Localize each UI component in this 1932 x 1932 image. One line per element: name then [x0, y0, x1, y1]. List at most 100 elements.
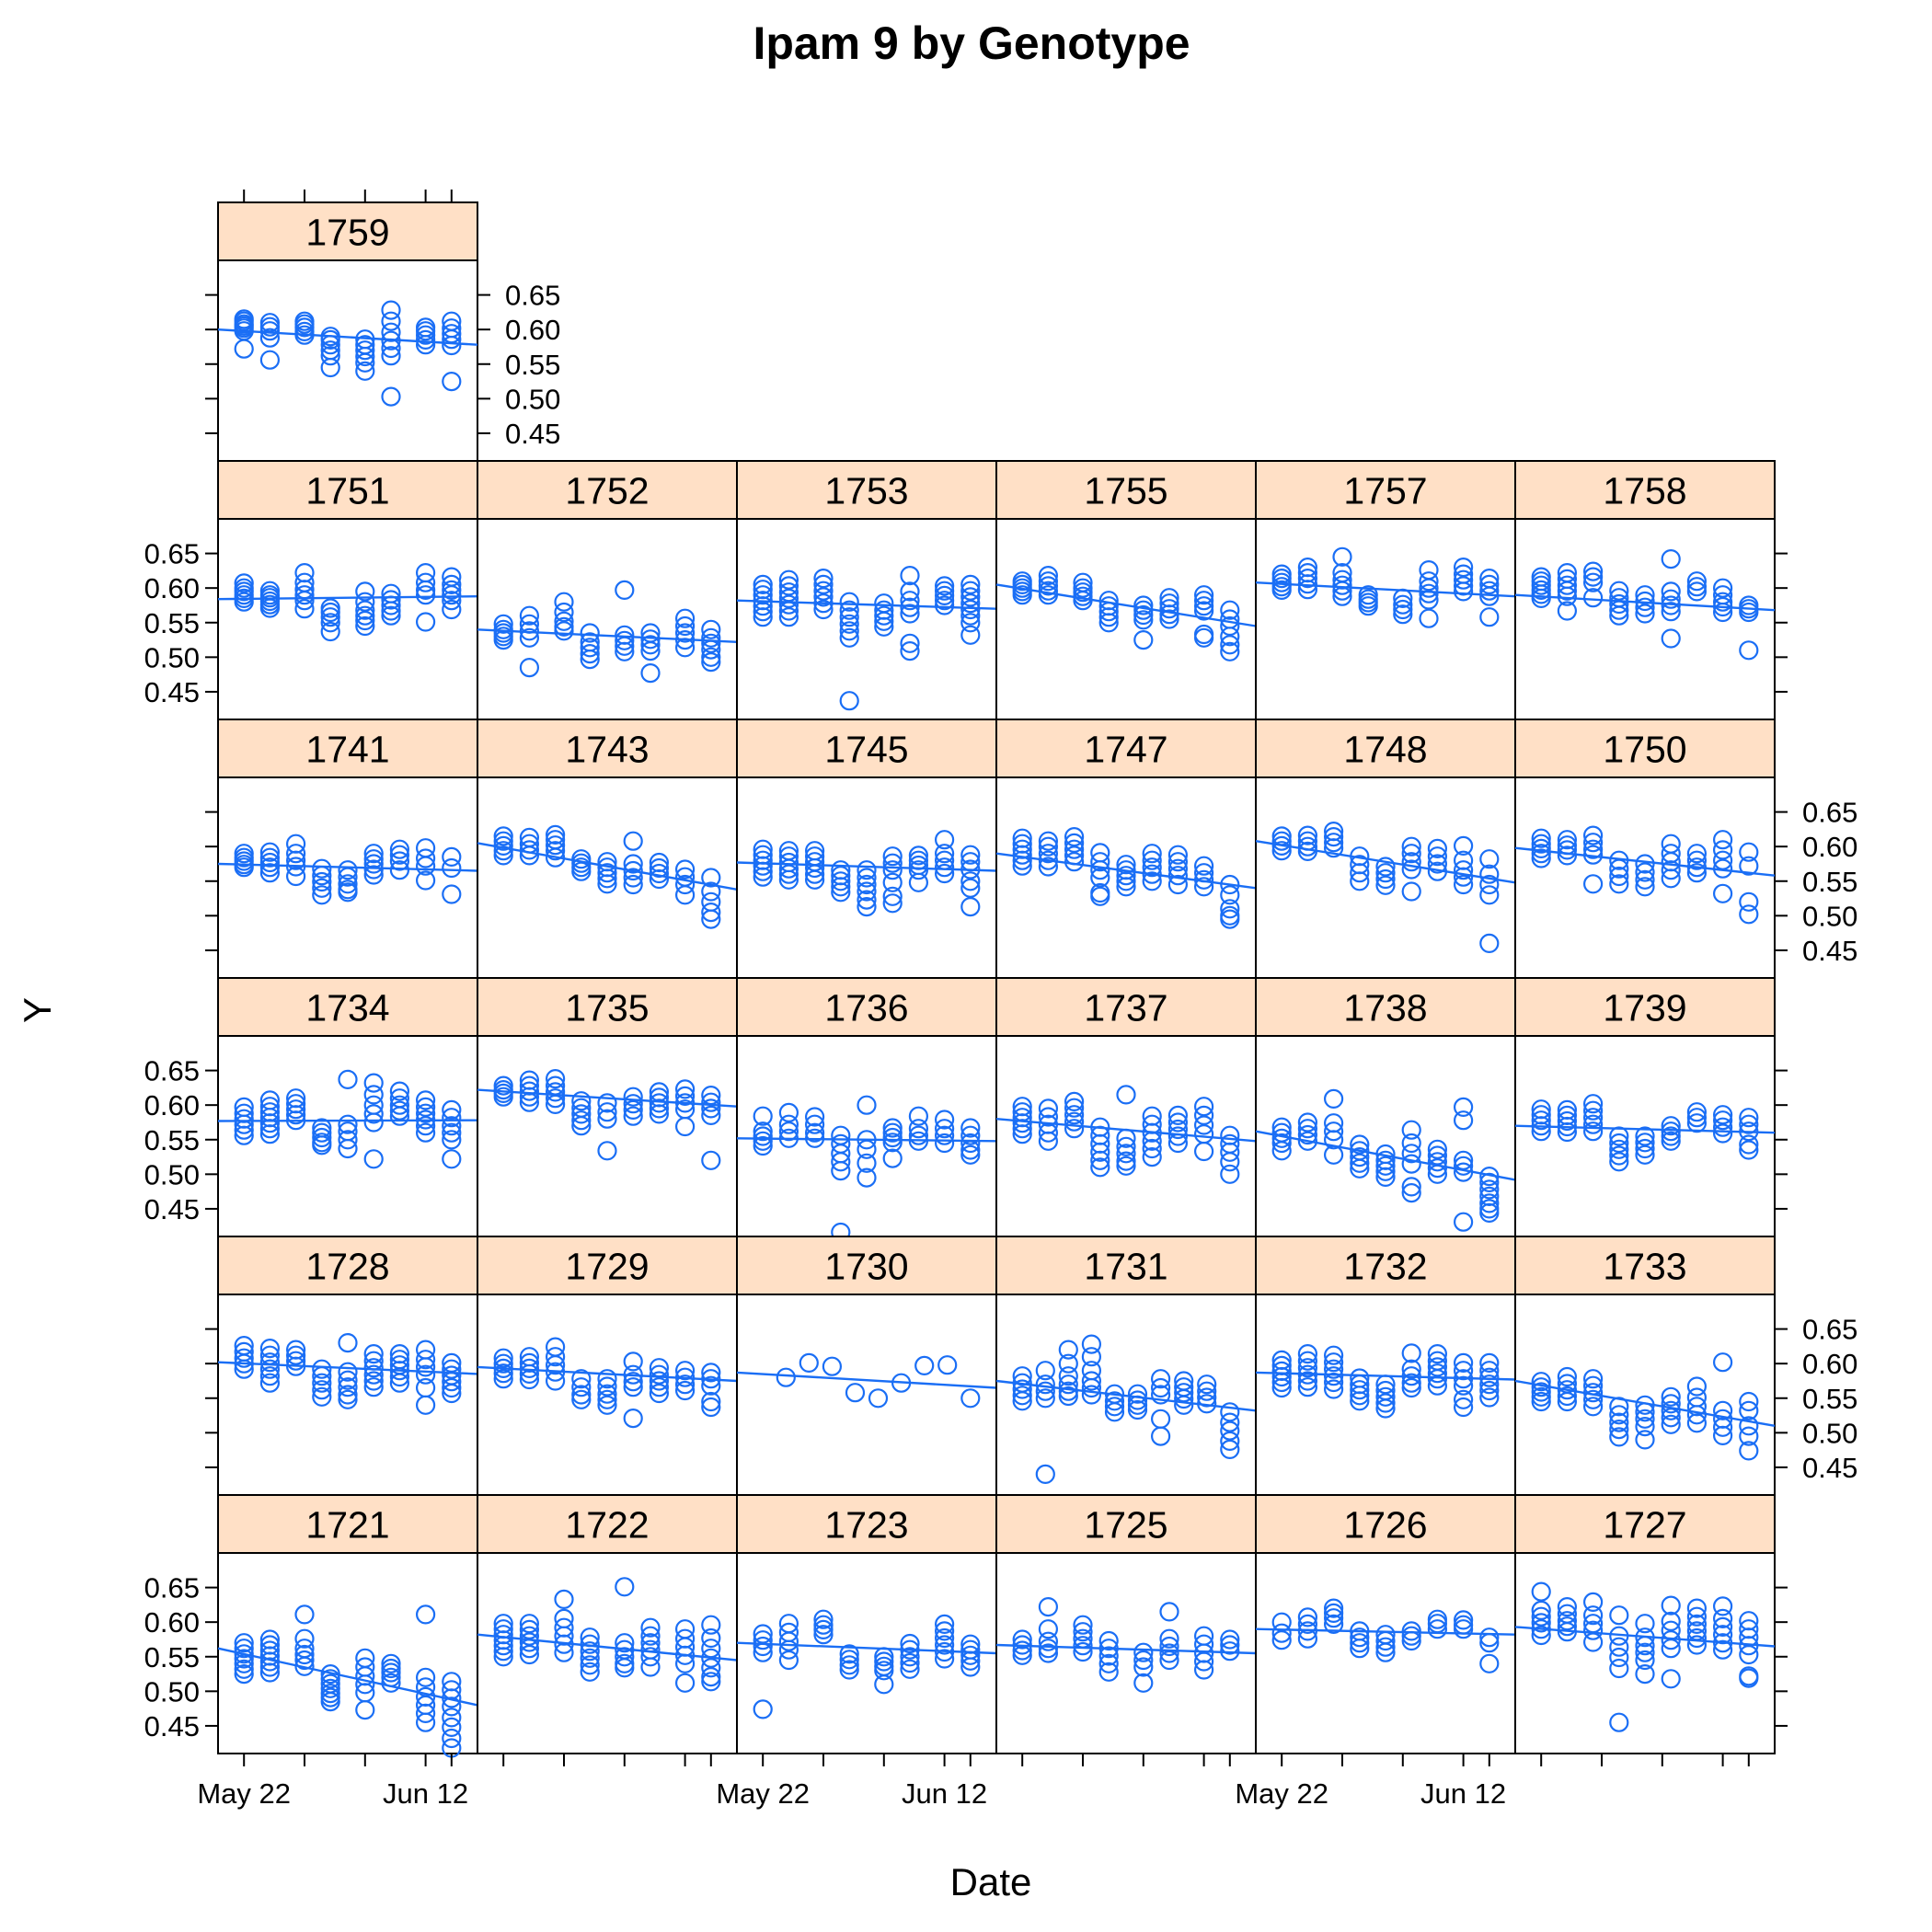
panel-1737: 1737 [995, 977, 1257, 1237]
strip-label-1730: 1730 [824, 1246, 908, 1288]
point-1755-7-2 [1220, 615, 1240, 637]
point-1739-8-3 [1739, 1134, 1759, 1155]
point-1734-3-4 [312, 1135, 332, 1156]
point-1721-0-1 [234, 1639, 254, 1659]
point-1727-6-4 [1686, 1627, 1708, 1649]
point-1753-4-3 [874, 611, 894, 631]
point-1734-4-0 [338, 1069, 358, 1090]
panel-1733: 1733 [1514, 1236, 1776, 1496]
point-1738-2-2 [1323, 1121, 1344, 1142]
point-1747-3-1 [1090, 852, 1110, 872]
strip-label-1728: 1728 [305, 1246, 389, 1288]
point-1741-7-3 [416, 870, 436, 891]
point-1737-6-1 [1167, 1112, 1189, 1133]
point-1748-8-0 [1479, 849, 1500, 869]
point-1735-3-3 [571, 1110, 592, 1131]
point-1733-8-0 [1739, 1391, 1759, 1412]
panel-1759: 1759 [217, 201, 478, 462]
y-tick-label-r5-0: 0.45 [144, 1710, 200, 1742]
point-1725-0-0 [1012, 1629, 1032, 1650]
point-1732-3-3 [1350, 1386, 1370, 1406]
plot-area-1736 [736, 1035, 997, 1237]
point-1728-5-5 [363, 1377, 384, 1397]
point-1759-1-3 [259, 328, 280, 348]
point-1725-6-3 [1193, 1651, 1214, 1672]
point-1737-4-2 [1116, 1136, 1136, 1156]
point-1745-8-0 [960, 845, 981, 865]
point-1753-2-1 [813, 574, 834, 595]
point-1752-4-2 [615, 630, 635, 650]
point-1745-4-2 [857, 874, 877, 895]
point-1730-2-0 [799, 1352, 819, 1374]
plot-area-1733 [1514, 1294, 1776, 1496]
point-1726-4-2 [1375, 1637, 1396, 1657]
point-1729-8-0 [701, 1363, 721, 1383]
point-1737-4-3 [1116, 1144, 1136, 1164]
point-1736-2-1 [804, 1114, 825, 1134]
point-1739-4-2 [1635, 1138, 1655, 1159]
point-1736-7-0 [934, 1110, 955, 1130]
x-tick-label-c2-1: Jun 12 [902, 1777, 987, 1810]
point-1739-5-0 [1661, 1116, 1681, 1136]
point-1723-7-2 [960, 1645, 981, 1665]
point-1728-3-2 [312, 1373, 332, 1393]
y-tick-label-r0-0: 0.45 [505, 418, 560, 450]
strip-label-1732: 1732 [1343, 1246, 1427, 1288]
point-1732-1-5 [1297, 1377, 1318, 1397]
point-1729-4-3 [597, 1389, 617, 1409]
fit-line-1735 [477, 1088, 738, 1108]
point-1759-5-6 [381, 386, 401, 407]
point-1729-1-3 [519, 1363, 540, 1385]
point-1751-7-5 [442, 599, 462, 620]
point-1729-7-0 [674, 1361, 696, 1381]
point-1737-4-0 [1116, 1085, 1136, 1105]
point-1721-2-4 [294, 1650, 315, 1671]
panel-1722: 1722 [477, 1494, 738, 1754]
point-1722-7-2 [701, 1639, 721, 1659]
point-1723-1-2 [778, 1631, 799, 1651]
point-1729-7-3 [674, 1380, 696, 1401]
strip-label-1726: 1726 [1343, 1504, 1427, 1547]
point-1734-8-0 [442, 1099, 462, 1121]
point-1721-7-6 [442, 1728, 462, 1749]
point-1738-4-3 [1375, 1161, 1396, 1181]
point-1757-2-4 [1332, 581, 1352, 601]
point-1755-7-0 [1220, 600, 1240, 620]
point-1735-3-0 [571, 1091, 592, 1111]
point-1748-8-4 [1479, 933, 1500, 954]
point-1750-4-1 [1635, 862, 1655, 882]
point-1737-7-2 [1193, 1115, 1214, 1135]
point-1750-6-0 [1686, 844, 1708, 864]
point-1753-3-5 [839, 627, 859, 648]
point-1739-3-2 [1609, 1139, 1629, 1159]
point-1745-3-3 [831, 877, 851, 897]
point-1753-5-1 [900, 581, 920, 602]
point-1757-3-3 [1358, 596, 1378, 616]
point-1728-1-2 [259, 1352, 280, 1373]
point-1733-8-3 [1739, 1426, 1759, 1446]
point-1738-5-1 [1401, 1133, 1421, 1154]
point-1743-8-3 [701, 902, 721, 923]
point-1758-0-5 [1531, 588, 1551, 609]
point-1741-3-2 [312, 871, 332, 892]
point-1758-4-0 [1635, 585, 1655, 605]
point-1745-1-5 [778, 869, 799, 890]
point-1739-0-4 [1531, 1121, 1551, 1142]
point-1737-3-5 [1090, 1157, 1110, 1178]
panel-1730: 1730 [736, 1236, 997, 1496]
point-1725-5-0 [1159, 1602, 1179, 1622]
point-1726-3-3 [1350, 1639, 1370, 1659]
fit-line-1757 [1255, 581, 1516, 598]
strip-label-1738: 1738 [1343, 987, 1427, 1029]
point-1738-5-0 [1401, 1120, 1421, 1140]
point-1755-1-2 [1038, 576, 1059, 596]
point-1725-6-4 [1193, 1660, 1214, 1680]
point-1748-0-1 [1271, 831, 1292, 851]
point-1739-3-4 [1609, 1152, 1629, 1172]
point-1759-5-5 [381, 346, 401, 366]
point-1745-5-4 [882, 886, 903, 906]
strip-1752 [477, 460, 738, 520]
point-1748-5-4 [1401, 881, 1421, 902]
point-1722-0-6 [493, 1647, 513, 1667]
point-1748-5-0 [1401, 836, 1421, 857]
